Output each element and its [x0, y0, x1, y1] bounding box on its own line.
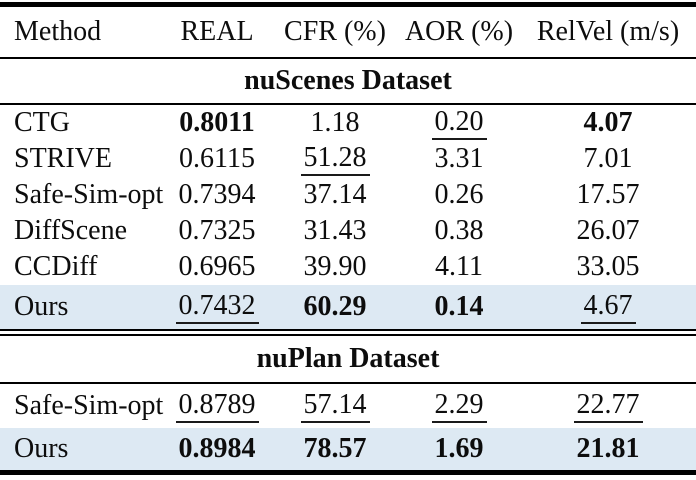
- header-bottom-rule: [0, 57, 696, 59]
- column-header-method: Method: [14, 16, 102, 47]
- cell-method: DiffScene: [14, 215, 127, 246]
- table-row-ctg: CTG 0.8011 1.18 0.20 4.07: [0, 105, 696, 141]
- cell-cfr: 1.18: [310, 107, 360, 138]
- cell-aor: 0.14: [434, 291, 484, 322]
- column-header-relvel: RelVel (m/s): [536, 16, 680, 47]
- cell-relvel: 4.07: [583, 107, 633, 138]
- section-divider-double-rule: [0, 329, 696, 336]
- table-row-strive: STRIVE 0.6115 51.28 3.31 7.01: [0, 141, 696, 177]
- column-header-real: REAL: [180, 16, 254, 47]
- cell-aor: 3.31: [434, 143, 484, 174]
- table-row-ours-nuplan: Ours 0.8984 78.57 1.69 21.81: [0, 428, 696, 470]
- cell-aor: 0.26: [434, 179, 484, 210]
- table-row-ccdiff: CCDiff 0.6965 39.90 4.11 33.05: [0, 249, 696, 285]
- cell-cfr: 31.43: [303, 215, 367, 246]
- cell-real: 0.8011: [179, 107, 255, 138]
- cell-relvel: 26.07: [576, 215, 640, 246]
- section-title-nuplan: nuPlan Dataset: [0, 336, 696, 382]
- cell-aor: 2.29: [398, 389, 520, 424]
- cell-cfr: 78.57: [303, 433, 367, 464]
- cell-cfr: 39.90: [303, 251, 367, 282]
- cell-relvel: 22.77: [520, 389, 696, 424]
- table-row-ours-nuscenes: Ours 0.7432 60.29 0.14 4.67: [0, 285, 696, 329]
- cell-real: 0.7432: [162, 290, 272, 325]
- cell-real: 0.8984: [178, 433, 256, 464]
- table-row-safe-sim-opt-nuplan: Safe-Sim-opt 0.8789 57.14 2.29 22.77: [0, 384, 696, 428]
- table-row-diffscene: DiffScene 0.7325 31.43 0.38 26.07: [0, 213, 696, 249]
- cell-cfr: 60.29: [303, 291, 367, 322]
- cell-real: 0.8789: [162, 389, 272, 424]
- cell-real: 0.6115: [179, 143, 255, 174]
- table-row-safe-sim-opt: Safe-Sim-opt 0.7394 37.14 0.26 17.57: [0, 177, 696, 213]
- bottom-rule: [0, 470, 696, 475]
- cell-aor: 1.69: [434, 433, 484, 464]
- cell-method: Safe-Sim-opt: [14, 390, 164, 421]
- cell-cfr: 37.14: [303, 179, 367, 210]
- cell-relvel: 33.05: [576, 251, 640, 282]
- cell-aor: 4.11: [435, 251, 483, 282]
- cell-relvel: 17.57: [576, 179, 640, 210]
- cell-relvel: 21.81: [576, 433, 640, 464]
- cell-relvel: 7.01: [583, 143, 633, 174]
- cell-method: Safe-Sim-opt: [14, 179, 164, 210]
- cell-relvel: 4.67: [520, 290, 696, 325]
- cell-method: Ours: [14, 291, 69, 322]
- section-title-text: nuPlan Dataset: [256, 343, 440, 374]
- cell-cfr: 51.28: [272, 142, 398, 177]
- cell-method: CTG: [14, 107, 70, 138]
- cell-real: 0.7325: [178, 215, 256, 246]
- top-rule: [0, 2, 696, 7]
- cell-cfr: 57.14: [272, 389, 398, 424]
- nuplan-top-rule: [0, 382, 696, 384]
- cell-real: 0.7394: [178, 179, 256, 210]
- table-header-row: Method REAL CFR (%) AOR (%) RelVel (m/s): [0, 7, 696, 57]
- nuscenes-top-rule: [0, 103, 696, 105]
- column-header-aor: AOR (%): [404, 16, 514, 47]
- cell-aor: 0.20: [398, 106, 520, 141]
- cell-method: Ours: [14, 433, 69, 464]
- column-header-cfr: CFR (%): [284, 16, 386, 47]
- section-title-nuscenes: nuScenes Dataset: [0, 59, 696, 103]
- cell-aor: 0.38: [434, 215, 484, 246]
- section-title-text: nuScenes Dataset: [244, 65, 452, 96]
- cell-real: 0.6965: [178, 251, 256, 282]
- cell-method: STRIVE: [14, 143, 112, 174]
- cell-method: CCDiff: [14, 251, 98, 282]
